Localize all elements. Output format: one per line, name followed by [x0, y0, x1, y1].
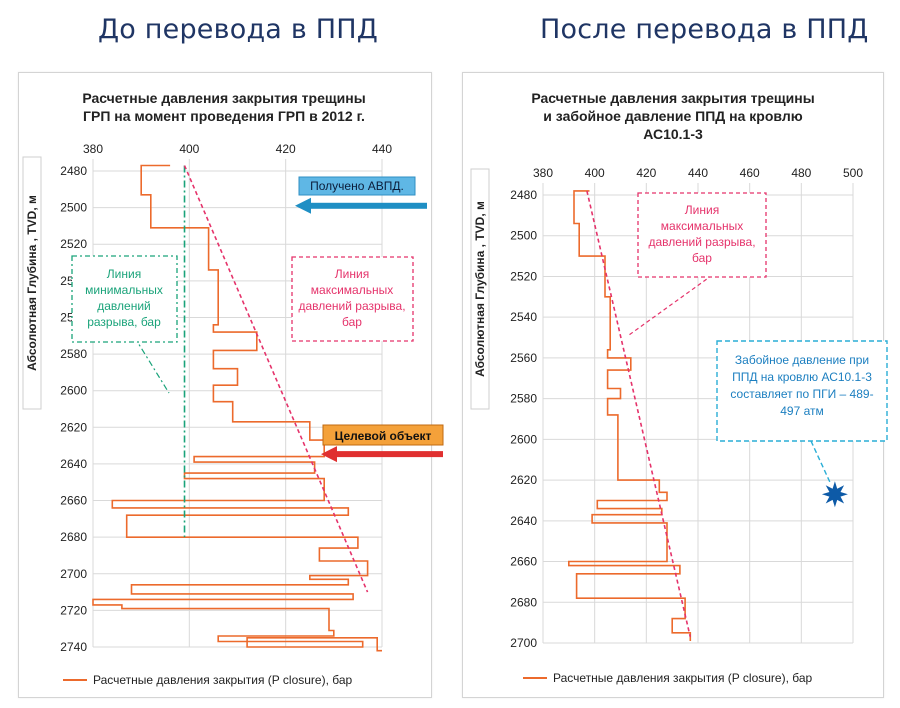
- heading-after: После перевода в ППД: [540, 14, 869, 45]
- avpd-arrow-head: [295, 197, 311, 214]
- x-tick-label: 440: [688, 166, 708, 180]
- target-label: Целевой объект: [335, 429, 432, 443]
- note-leader: [810, 440, 832, 485]
- max-line-label: бар: [342, 315, 362, 329]
- x-tick-label: 500: [843, 166, 863, 180]
- chart-title: Расчетные давления закрытия трещины: [531, 90, 814, 106]
- y-tick-label: 2580: [60, 347, 87, 361]
- y-tick-label: 2640: [510, 514, 537, 528]
- legend-label: Расчетные давления закрытия (P closure),…: [553, 671, 813, 685]
- y-tick-label: 2560: [510, 351, 537, 365]
- y-tick-label: 2580: [510, 392, 537, 406]
- avpd-label-box: [298, 176, 416, 196]
- min-line-label-box: [71, 255, 178, 343]
- chart-before: Расчетные давления закрытия трещины ГРП н…: [22, 90, 444, 687]
- heading-before: До перевода в ППД: [98, 14, 379, 45]
- y-tick-label: 2640: [60, 457, 87, 471]
- avpd-label: Получено АВПД.: [310, 179, 404, 193]
- y-tick-label: 2540: [510, 310, 537, 324]
- y-tick-label: 2660: [510, 555, 537, 569]
- x-tick-label: 440: [372, 142, 392, 156]
- y-tick-label: 2520: [510, 269, 537, 283]
- avpd-arrow-shaft: [307, 202, 427, 209]
- y-tick-label: 2680: [510, 595, 537, 609]
- injection-pressure-note: составляет по ПГИ – 489-: [730, 387, 873, 401]
- max-line-label: давлений разрыва,: [648, 235, 755, 249]
- y-tick-label: 2620: [510, 473, 537, 487]
- x-tick-label: 480: [791, 166, 811, 180]
- series-closure-pressure-line: [568, 190, 692, 641]
- x-tick-label: 400: [585, 166, 605, 180]
- x-tick-label: 460: [740, 166, 760, 180]
- y-tick-label: 2480: [60, 164, 87, 178]
- target-arrow-head: [321, 446, 337, 463]
- y-tick-label: 2720: [60, 603, 87, 617]
- chart-title: АС10.1-3: [643, 126, 703, 142]
- min-line-label: давлений: [97, 299, 150, 313]
- y-tick-label: 2600: [510, 432, 537, 446]
- injection-pressure-note: Забойное давление при: [735, 353, 869, 367]
- chart-title: Расчетные давления закрытия трещины: [82, 90, 365, 106]
- y-tick-label: 2480: [510, 188, 537, 202]
- y-tick-label: 2660: [60, 494, 87, 508]
- target-label-box: [322, 424, 444, 446]
- max-line-label: Линия: [335, 267, 369, 281]
- max-line-label: давлений разрыва,: [298, 299, 405, 313]
- chart-panel-after: Расчетные давления закрытия трещины и заб…: [462, 72, 888, 698]
- y-axis-label-box: [22, 156, 42, 410]
- max-line-label: бар: [692, 251, 712, 265]
- chart-title: и забойное давление ППД на кровлю: [543, 108, 802, 124]
- y-tick-label: 2620: [60, 420, 87, 434]
- max-line-label: максимальных: [661, 219, 743, 233]
- chart-after: Расчетные давления закрытия трещины и заб…: [470, 90, 888, 685]
- max-line-label-box: [291, 256, 414, 342]
- x-tick-label: 400: [179, 142, 199, 156]
- y-axis-label: Абсолютная Глубина , TVD, м: [25, 195, 39, 371]
- chart-panel-before: Расчетные давления закрытия трещины ГРП н…: [18, 72, 444, 698]
- pressure-burst-marker: [821, 481, 848, 508]
- target-arrow-shaft: [333, 451, 443, 458]
- y-tick-label: 2500: [60, 201, 87, 215]
- injection-pressure-note-box: [716, 340, 888, 442]
- y-tick-label: 2740: [60, 640, 87, 654]
- min-line-label: Линия: [107, 267, 141, 281]
- y-tick-label: 2680: [60, 530, 87, 544]
- max-line-label: максимальных: [311, 283, 393, 297]
- max-pressure-line: [586, 190, 692, 638]
- x-tick-label: 380: [533, 166, 553, 180]
- y-tick-label: 2500: [510, 229, 537, 243]
- chart-title: ГРП на момент проведения ГРП в 2012 г.: [83, 108, 365, 124]
- max-pressure-line: [183, 165, 369, 593]
- injection-pressure-note: 497 атм: [780, 404, 824, 418]
- y-tick-label: 2600: [60, 384, 87, 398]
- legend-label: Расчетные давления закрытия (P closure),…: [93, 673, 353, 687]
- x-tick-label: 420: [276, 142, 296, 156]
- y-tick-label: 2520: [60, 237, 87, 251]
- max-line-leader: [628, 270, 719, 336]
- y-tick-label: 2700: [60, 567, 87, 581]
- y-tick-label: 2700: [510, 636, 537, 650]
- series-closure-pressure-line: [92, 164, 382, 652]
- y-axis-label-box: [470, 168, 490, 410]
- min-line-leader: [126, 324, 170, 394]
- x-tick-label: 380: [83, 142, 103, 156]
- y-axis-label: Абсолютная Глубина , TVD, м: [473, 201, 487, 377]
- x-tick-label: 420: [636, 166, 656, 180]
- max-line-label-box: [637, 192, 767, 278]
- injection-pressure-note: ППД на кровлю АС10.1-3: [732, 370, 872, 384]
- min-line-label: минимальных: [85, 283, 163, 297]
- min-line-label: разрыва, бар: [87, 315, 161, 329]
- max-line-label: Линия: [685, 203, 719, 217]
